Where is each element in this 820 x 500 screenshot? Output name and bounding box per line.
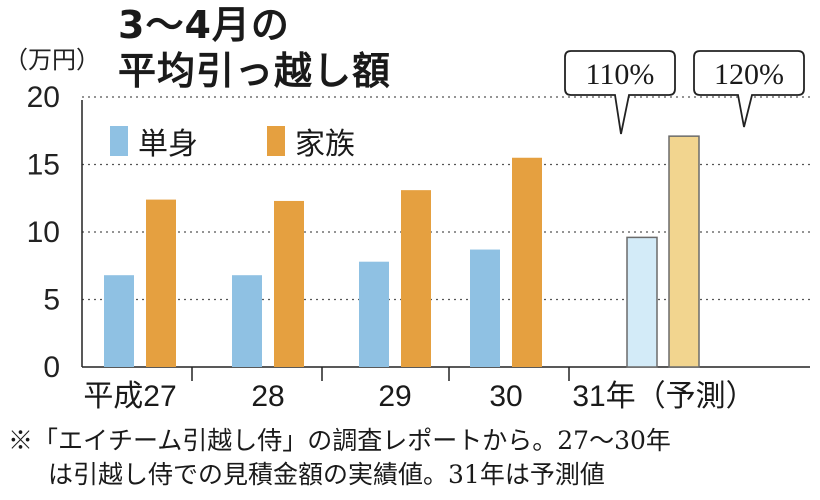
footnote: ※「エイチーム引越し侍」の調査レポートから。27～30年 は引越し侍での見積金額…	[8, 424, 671, 492]
x-tick-label-3: 30	[489, 380, 522, 413]
bar-chart: 0 5 10 15 20 平成27 28 29 30 31年（予測） 単身 家族 110% 120%	[27, 50, 810, 413]
chart-title: 3～4月の 平均引っ越し額	[118, 2, 391, 94]
legend-swatch-family	[267, 126, 285, 156]
legend-swatch-single	[110, 126, 128, 156]
y-tick-label-0: 0	[43, 351, 60, 384]
x-tick-label-0: 平成27	[83, 380, 176, 413]
bar-family-3	[512, 157, 542, 367]
footnote-line1: ※「エイチーム引越し侍」の調査レポートから。27～30年	[8, 426, 671, 455]
chart-title-line2: 平均引っ越し額	[118, 49, 392, 93]
x-tick-label-4: 31年（予測）	[572, 380, 755, 413]
bar-single-0	[104, 275, 134, 367]
bar-family-1	[274, 200, 304, 367]
chart-title-line1: 3～4月の	[118, 3, 290, 47]
bar-family-0	[146, 199, 176, 367]
footnote-line2: は引越し侍での見積金額の実績値。31年は予測値	[48, 460, 605, 489]
y-tick-label-10: 10	[27, 216, 60, 249]
legend-label-family: 家族	[295, 127, 355, 162]
x-tick-label-1: 28	[251, 380, 284, 413]
bar-family-4	[668, 135, 700, 368]
bar-single-1	[232, 275, 262, 367]
x-tick-label-2: 29	[378, 380, 411, 413]
bar-single-2	[359, 261, 389, 367]
callout-bubble-1	[693, 50, 805, 128]
callout-label-0: 110%	[586, 58, 655, 91]
y-tick-label-20: 20	[27, 81, 60, 114]
y-axis-unit-label: （万円）	[4, 46, 100, 74]
bar-family-2	[401, 190, 431, 367]
legend-label-single: 単身	[138, 127, 198, 162]
y-tick-label-5: 5	[43, 284, 60, 317]
bar-single-4	[626, 236, 658, 368]
bar-single-3	[470, 249, 500, 367]
callout-label-1: 120%	[714, 58, 784, 91]
y-tick-label-15: 15	[27, 149, 60, 182]
callout-bubble-0	[564, 50, 676, 135]
